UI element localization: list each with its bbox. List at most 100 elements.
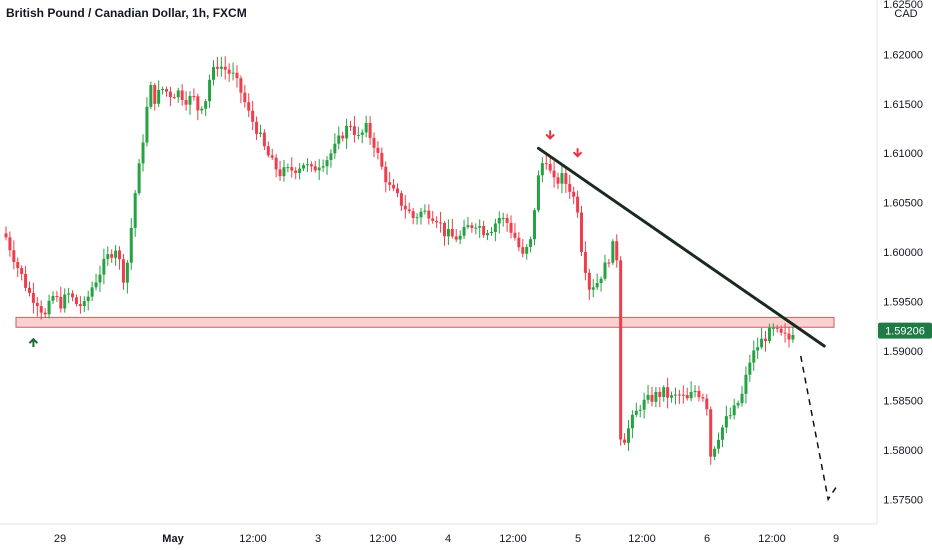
candle [114,245,118,266]
candle [364,115,368,138]
price-tick-label: 1.59500 [883,297,923,309]
candle [748,354,752,382]
candle [137,159,141,196]
candle [552,161,556,188]
candle [168,86,172,107]
candle [670,391,674,403]
candle [4,226,8,241]
price-axis-top-label: 1.62500 [883,0,923,11]
candle-body [470,225,474,228]
candle [368,116,372,145]
candle [521,239,525,258]
candle [341,131,345,142]
candle [176,87,180,103]
symbol-title: British Pound / Canadian Dollar, 1h, FXC… [6,6,247,20]
candle-body [392,184,396,189]
candle-body [313,166,317,171]
candle-body [106,254,110,259]
price-tick-label: 1.57500 [883,494,923,506]
candle [294,167,298,180]
candle-body [709,409,713,457]
candle [133,190,137,237]
candle-body [513,232,517,238]
candle [630,410,634,439]
candle [39,300,43,320]
candle-body [536,175,540,211]
candle [255,116,259,140]
candle-body [572,191,576,197]
candle [352,116,356,143]
candle-body [595,283,599,288]
time-tick-label: 9 [833,533,839,545]
candle [235,65,239,88]
candle [286,163,290,173]
candle-body [51,296,55,301]
candle [211,60,215,86]
candle [740,386,744,407]
candle-body [771,327,775,329]
candle-body [184,100,188,105]
price-tick-label: 1.58500 [883,395,923,407]
time-tick-label: 6 [704,533,710,545]
candle-body [27,287,31,293]
candle [392,178,396,192]
candle [681,385,685,404]
candle-body [239,78,243,93]
candle [129,218,133,270]
candle [419,207,423,225]
time-tick-label: 29 [54,533,66,545]
candle-body [294,170,298,173]
candle [27,281,31,297]
candle-body [102,258,106,275]
candle [376,141,380,160]
candle [290,157,294,178]
candle-body [717,439,721,449]
up-arrow-icon [28,337,39,348]
candle [693,384,697,398]
candle-body [360,132,364,135]
candle [470,222,474,233]
candle [360,129,364,144]
candle [145,97,149,147]
candle [783,323,787,343]
candle-body [474,227,478,229]
candle-body [137,163,141,194]
candle [497,211,501,234]
candle-body [337,135,341,144]
candle-body [231,72,235,74]
candle [321,159,325,173]
candle [309,161,313,172]
candle-body [82,301,86,307]
candle [454,228,458,243]
currency-label: CAD [894,8,917,20]
candle-body [529,239,533,247]
current-price-tag: 1.59206 [878,322,932,339]
candle-body [352,126,356,136]
candle [251,100,255,131]
candle-body [309,164,313,167]
candle-body [482,226,486,236]
candle-body [94,282,98,288]
candle [399,190,403,211]
candle-body [349,125,353,127]
candle-body [407,209,411,212]
candle-body [262,132,266,147]
candle [435,216,439,229]
candle-body [732,405,736,416]
time-tick-label: 12:00 [369,533,397,545]
candle-body [258,132,262,134]
candle [634,402,638,417]
candle-body [290,167,294,171]
candle-body [321,166,325,168]
candle [505,213,509,232]
candle-body [646,394,650,400]
candle [760,327,764,350]
candle-body [243,92,247,103]
candle-body [211,66,215,80]
candle-body [63,294,67,309]
candle-body [431,218,435,221]
candle-body [35,302,39,307]
candle [298,163,302,180]
candle-body [442,222,446,237]
